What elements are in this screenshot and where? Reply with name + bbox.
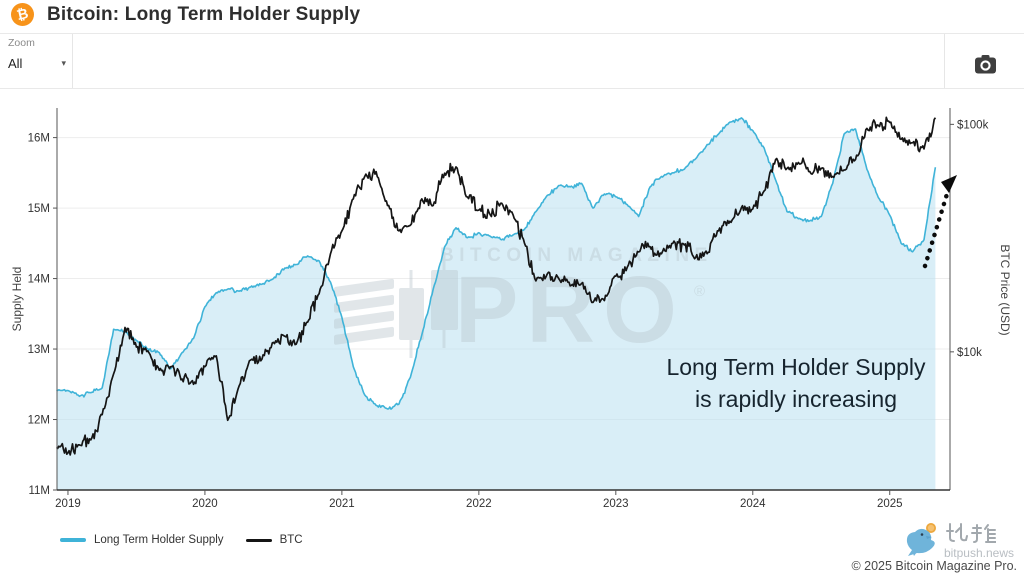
page-title: Bitcoin: Long Term Holder Supply <box>47 4 361 25</box>
left-axis-title: Supply Held <box>10 267 24 332</box>
axis-tick-label: 2024 <box>740 498 766 510</box>
zoom-range-value: All <box>8 56 23 71</box>
axis-tick-label: 2022 <box>466 498 492 510</box>
chart-legend: Long Term Holder Supply BTC <box>60 534 303 546</box>
bitpush-cn-logo: 比推 <box>945 523 996 543</box>
header-divider <box>0 33 1024 34</box>
axis-tick-label: 12M <box>28 415 50 427</box>
legend-label: Long Term Holder Supply <box>94 534 224 546</box>
axis-tick-label: 15M <box>28 203 50 215</box>
zoom-panel: Zoom All ▾ <box>8 37 68 71</box>
legend-label: BTC <box>279 534 303 546</box>
axis-tick-label: 13M <box>28 344 50 356</box>
zoom-label: Zoom <box>8 37 35 49</box>
axis-tick-label: $10k <box>957 347 982 359</box>
trend-arrow-shaft <box>922 191 950 269</box>
annotation-line-1: Long Term Holder Supply <box>666 354 926 380</box>
chevron-down-icon: ▾ <box>61 58 66 68</box>
lth-supply-line <box>56 117 937 410</box>
bitpush-bird-icon <box>906 523 936 556</box>
bitpush-brand: 比推 bitpush.news <box>900 521 1014 560</box>
axis-tick-label: 2021 <box>329 498 355 510</box>
axis-tick-label: 2020 <box>192 498 218 510</box>
axis-tick-label: 16M <box>28 133 50 145</box>
copyright-text: © 2025 Bitcoin Magazine Pro. <box>851 559 1017 573</box>
bitcoin-logo-icon: ₿ <box>11 3 34 26</box>
lth-supply-swatch <box>60 538 86 542</box>
chart-annotation: Long Term Holder Supply is rapidly incre… <box>648 351 944 415</box>
annotation-line-2: is rapidly increasing <box>695 386 897 412</box>
btc-price-line <box>55 116 937 456</box>
svg-text:®: ® <box>694 283 705 300</box>
legend-item-btc[interactable]: BTC <box>245 534 303 546</box>
axis-tick-label: $100k <box>957 119 989 131</box>
legend-item-lth-supply[interactable]: Long Term Holder Supply <box>60 534 224 546</box>
trend-arrow-head <box>941 175 957 193</box>
axis-tick-label: 2023 <box>603 498 629 510</box>
zoom-range-dropdown[interactable]: All ▾ <box>8 56 66 71</box>
export-panel-divider <box>944 34 945 88</box>
axis-tick-label: 2025 <box>877 498 903 510</box>
axis-tick-label: 11M <box>28 485 50 497</box>
bitcoin-glyph: ₿ <box>15 5 30 24</box>
header: ₿ Bitcoin: Long Term Holder Supply <box>0 0 1024 33</box>
export-chart-button[interactable] <box>974 54 998 75</box>
btc-swatch <box>245 538 272 542</box>
toolbar-divider <box>0 88 1024 89</box>
bitpush-domain: bitpush.news <box>943 546 1014 560</box>
axis-tick-label: 14M <box>28 274 50 286</box>
camera-icon <box>975 55 996 74</box>
lth-supply-area <box>56 117 936 491</box>
axis-tick-label: 2019 <box>55 498 81 510</box>
zoom-panel-divider <box>72 34 73 88</box>
svg-text:PRO: PRO <box>455 257 685 363</box>
right-axis-title: BTC Price (USD) <box>998 244 1012 335</box>
